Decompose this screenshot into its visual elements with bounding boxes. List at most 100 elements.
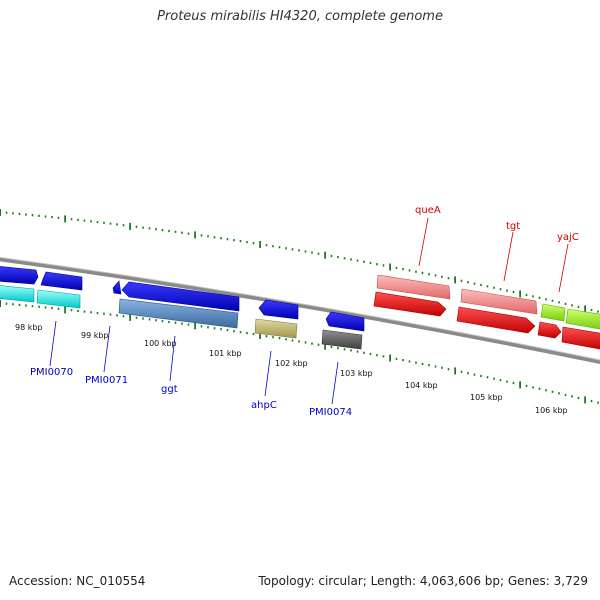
minor-tick xyxy=(38,305,40,308)
minor-tick xyxy=(512,381,515,385)
major-tick xyxy=(64,306,66,314)
minor-tick xyxy=(187,323,190,326)
gene-label[interactable]: PMI0071 xyxy=(85,375,128,386)
major-tick xyxy=(259,241,261,248)
minor-tick xyxy=(57,307,60,310)
gene-label[interactable]: queA xyxy=(415,205,441,216)
gene-label[interactable]: tgt xyxy=(506,221,520,232)
minor-tick xyxy=(18,303,21,306)
gene-feature[interactable] xyxy=(321,329,363,350)
minor-tick xyxy=(77,309,79,312)
major-tick xyxy=(0,209,1,216)
gene-feature[interactable] xyxy=(540,303,566,322)
inner-tick-row xyxy=(0,300,599,404)
minor-tick xyxy=(499,379,502,382)
minor-tick xyxy=(480,374,482,378)
minor-tick xyxy=(506,380,508,383)
minor-tick xyxy=(304,250,307,253)
gene-label[interactable]: ggt xyxy=(161,384,178,395)
minor-tick xyxy=(181,322,183,325)
gene-label[interactable]: yajC xyxy=(557,232,579,243)
gene-feature[interactable] xyxy=(112,280,122,295)
gene-leader-lines xyxy=(49,217,569,405)
minor-tick xyxy=(441,366,443,369)
gene-feature[interactable] xyxy=(561,326,600,350)
minor-tick xyxy=(122,315,125,318)
minor-tick xyxy=(447,277,450,280)
gene-feature[interactable] xyxy=(460,288,538,315)
minor-tick xyxy=(577,396,580,399)
minor-tick xyxy=(538,387,541,390)
minor-tick xyxy=(493,286,495,289)
minor-tick xyxy=(434,274,437,277)
minor-tick xyxy=(207,326,209,329)
minor-tick xyxy=(363,351,365,354)
minor-tick xyxy=(168,320,170,324)
scale-labels: 98 kbp 99 kbp 100 kbp 101 kbp 102 kbp 10… xyxy=(15,323,568,415)
minor-tick xyxy=(571,304,573,307)
minor-tick xyxy=(428,364,430,367)
minor-tick xyxy=(51,216,53,219)
minor-tick xyxy=(90,220,92,223)
gene-feature[interactable] xyxy=(258,299,299,320)
gene-label[interactable]: PMI0074 xyxy=(309,407,352,418)
gene-feature[interactable] xyxy=(325,311,365,332)
minor-tick xyxy=(148,227,151,230)
minor-tick xyxy=(382,264,385,267)
minor-tick xyxy=(291,248,294,251)
minor-tick xyxy=(473,373,476,376)
minor-tick xyxy=(168,229,170,233)
minor-tick xyxy=(395,266,398,269)
minor-tick xyxy=(486,285,489,288)
gene-feature[interactable] xyxy=(40,271,83,291)
minor-tick xyxy=(25,304,27,307)
minor-tick xyxy=(421,362,424,365)
minor-tick xyxy=(116,223,118,226)
minor-tick xyxy=(181,231,183,234)
gene-feature[interactable] xyxy=(121,281,240,312)
minor-tick xyxy=(174,321,177,324)
gene-label[interactable]: PMI0070 xyxy=(30,367,73,378)
accession-text: Accession: NC_010554 xyxy=(9,574,146,588)
genome-summary-text: Topology: circular; Length: 4,063,606 bp… xyxy=(258,574,588,588)
minor-tick xyxy=(428,273,430,276)
gene-label[interactable]: ahpC xyxy=(251,400,277,411)
minor-tick xyxy=(57,216,60,219)
minor-tick xyxy=(246,241,248,244)
minor-tick xyxy=(590,399,593,403)
minor-tick xyxy=(226,238,229,241)
gene-feature[interactable] xyxy=(373,291,447,317)
minor-tick xyxy=(83,219,86,222)
minor-tick xyxy=(311,342,313,345)
minor-tick xyxy=(545,298,547,301)
major-tick xyxy=(129,313,131,321)
minor-tick xyxy=(473,282,476,285)
gene-feature[interactable] xyxy=(537,321,562,339)
scale-label: 104 kbp xyxy=(405,381,438,390)
gene-feature[interactable] xyxy=(0,285,35,303)
minor-tick xyxy=(356,350,359,353)
minor-tick xyxy=(187,232,190,235)
minor-tick xyxy=(590,308,593,312)
scale-label: 106 kbp xyxy=(535,406,568,415)
gene-feature[interactable] xyxy=(36,289,81,309)
minor-tick xyxy=(233,239,235,242)
minor-tick xyxy=(148,318,151,321)
minor-tick xyxy=(343,257,346,260)
minor-tick xyxy=(207,235,209,238)
gene-feature[interactable] xyxy=(254,318,298,339)
minor-tick xyxy=(525,384,528,387)
scale-label: 103 kbp xyxy=(340,369,373,378)
minor-tick xyxy=(12,303,14,306)
gene-feature[interactable] xyxy=(376,274,451,300)
gene-feature[interactable] xyxy=(565,308,600,330)
minor-tick xyxy=(499,288,502,291)
gene-feature[interactable] xyxy=(0,266,39,285)
gene-feature[interactable] xyxy=(118,298,239,329)
minor-tick xyxy=(571,395,573,398)
gene-feature[interactable] xyxy=(456,306,536,334)
minor-tick xyxy=(415,361,417,364)
major-tick xyxy=(454,276,456,284)
scale-label: 99 kbp xyxy=(81,331,109,340)
